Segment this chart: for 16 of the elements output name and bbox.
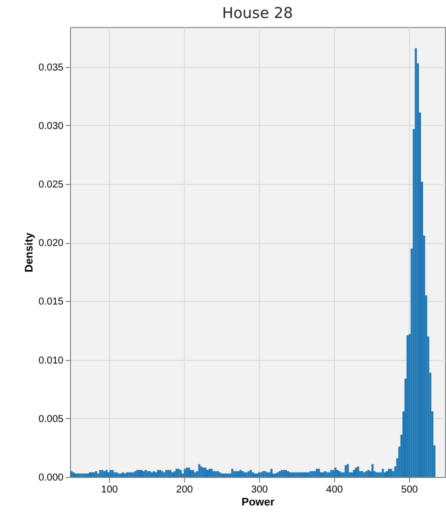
y-tick-label: 0.020: [38, 238, 64, 250]
y-tick-label: 0.030: [38, 120, 64, 132]
y-tick-label: 0.000: [38, 472, 64, 484]
y-tick-label: 0.015: [38, 296, 64, 308]
chart-title: House 28: [222, 4, 293, 22]
y-tick-label: 0.035: [38, 62, 64, 74]
x-axis-title: Power: [241, 496, 276, 508]
y-tick-label: 0.005: [38, 414, 64, 425]
y-tick-label: 0.010: [38, 355, 64, 366]
y-axis-title: Density: [23, 232, 36, 272]
y-tick-label: 0.025: [38, 180, 64, 191]
x-tick-label: 200: [176, 484, 194, 496]
x-tick-label: 300: [251, 484, 268, 496]
x-tick-label: 100: [101, 484, 118, 496]
x-tick-label: 400: [326, 484, 344, 496]
x-tick-label: 500: [401, 484, 418, 496]
